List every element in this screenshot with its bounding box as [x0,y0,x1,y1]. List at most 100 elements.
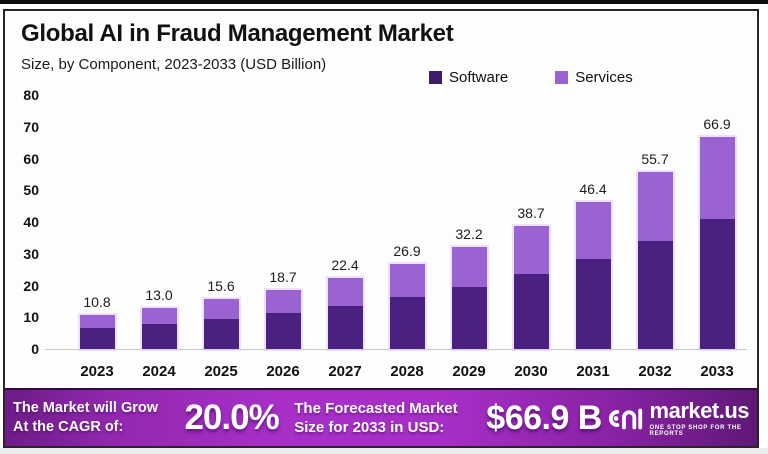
bar-stack [265,289,301,349]
y-axis-tick-label: 50 [23,182,39,199]
y-axis-tick-label: 0 [31,341,39,357]
y-axis-tick-label: 20 [23,277,39,294]
bar-segment-services-2029 [451,246,487,287]
software-swatch-icon [429,71,442,84]
bar-segment-services-2030 [513,226,549,275]
legend-label-services: Services [575,69,633,86]
bar-segment-software-2033 [699,219,735,349]
bar-stack [79,314,115,349]
bar-total-label: 55.7 [641,151,669,168]
bar-segment-software-2030 [513,274,549,349]
bar-column-2025: 15.6 2025 [190,278,252,380]
bar-total-label: 10.8 [83,293,111,310]
bar-stack [327,277,363,349]
legend: Software Services [429,69,633,86]
bar-segment-software-2026 [265,312,301,349]
bottom-border-strip [0,448,768,454]
bar-segment-software-2027 [327,305,363,349]
forecast-caption-line1: The Forecasted Market [294,399,458,417]
bar-segment-software-2028 [389,297,425,349]
bar-stack [389,263,425,349]
x-axis-label-2023: 2023 [80,363,114,380]
y-axis-tick-label: 60 [23,150,39,167]
marketus-logo-icon [608,408,642,429]
bar-total-label: 46.4 [579,180,607,197]
bar-segment-software-2023 [79,328,115,349]
bar-segment-services-2025 [203,299,239,319]
legend-item-services: Services [555,69,633,86]
bar-total-label: 15.6 [207,278,235,295]
bar-column-2031: 46.4 2031 [562,180,624,380]
chart-card: Global AI in Fraud Management Market Siz… [3,9,759,448]
x-axis-label-2028: 2028 [390,363,424,380]
y-axis-labels: 0 10 20 30 40 50 60 70 80 [11,87,39,357]
bar-segment-services-2024 [141,307,177,324]
bar-stack [141,307,177,349]
y-axis-tick-label: 40 [23,214,39,230]
x-axis-label-2033: 2033 [700,363,734,380]
bar-column-2023: 10.8 2023 [66,293,128,380]
x-axis-label-2029: 2029 [452,363,486,380]
bar-segment-services-2023 [79,314,115,329]
bar-segment-services-2031 [575,201,611,260]
bar-column-2030: 38.7 2030 [500,205,562,380]
page-title: Global AI in Fraud Management Market [21,20,454,47]
bar-segment-software-2031 [575,259,611,349]
bar-column-2024: 13.0 2024 [128,286,190,380]
cagr-caption-line2: At the CAGR of: [13,419,124,435]
bar-segment-services-2028 [389,263,425,298]
x-axis-label-2030: 2030 [514,363,548,380]
cagr-caption: The Market will Grow At the CAGR of: [13,399,177,437]
y-axis-tick-label: 70 [23,118,39,135]
bar-column-2026: 18.7 2026 [252,268,314,380]
y-axis-tick-label: 80 [23,87,39,103]
bar-stack [513,226,549,349]
footer-banner: The Market will Grow At the CAGR of: 20.… [5,388,757,446]
plot-area: 10.8 2023 13.0 2024 15.6 2025 18.7 2026 22.4 2027… [66,95,748,380]
brand-name: market.us [649,397,750,423]
bar-stack [637,172,673,349]
bar-column-2029: 32.2 2029 [438,225,500,380]
bar-total-label: 13.0 [145,286,173,303]
bar-segment-services-2032 [637,172,673,242]
legend-item-software: Software [429,69,508,86]
bar-segment-software-2029 [451,286,487,349]
top-border-strip [0,0,768,4]
bar-stack [575,201,611,349]
bar-column-2033: 66.9 2033 [686,115,748,380]
bar-stack [699,136,735,349]
bar-stack [451,246,487,349]
bar-total-label: 32.2 [455,225,483,242]
bar-segment-software-2032 [637,241,673,349]
bar-column-2027: 22.4 2027 [314,256,376,380]
bar-segment-services-2033 [699,136,735,220]
y-axis-tick-label: 30 [23,245,39,262]
bar-segment-services-2027 [327,277,363,306]
bar-segment-software-2025 [203,318,239,349]
forecast-caption-line2: Size for 2033 in USD: [294,419,445,436]
bar-total-label: 26.9 [393,242,421,259]
x-axis-label-2031: 2031 [576,363,610,380]
cagr-caption-line1: The Market will Grow [13,400,159,417]
x-axis-label-2025: 2025 [204,363,238,380]
bar-total-label: 38.7 [517,205,545,222]
brand-logo: market.us ONE STOP SHOP FOR THE REPORTS [607,397,750,437]
brand-tagline: ONE STOP SHOP FOR THE REPORTS [649,424,742,437]
bar-stack [203,299,239,349]
x-axis-label-2032: 2032 [638,363,672,380]
brand-text-block: market.us ONE STOP SHOP FOR THE REPORTS [649,397,750,437]
bar-segment-services-2026 [265,289,301,313]
chart-subtitle: Size, by Component, 2023-2033 (USD Billi… [21,56,327,73]
x-axis-label-2027: 2027 [328,363,362,380]
bar-total-label: 22.4 [331,256,359,273]
x-axis-label-2026: 2026 [266,363,300,380]
x-axis-line [45,349,747,350]
legend-label-software: Software [449,69,509,86]
bar-total-label: 18.7 [269,268,297,285]
cagr-value: 20.0% [184,398,279,437]
bar-total-label: 66.9 [703,115,731,132]
bar-column-2032: 55.7 2032 [624,151,686,380]
bar-column-2028: 26.9 2028 [376,242,438,380]
services-swatch-icon [555,71,569,84]
